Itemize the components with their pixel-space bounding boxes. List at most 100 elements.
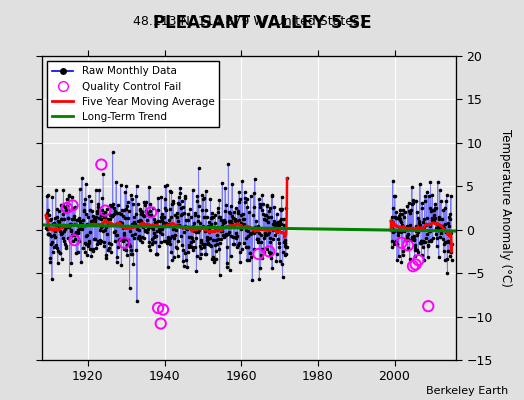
Point — [169, 200, 178, 206]
Point — [273, 222, 281, 228]
Point — [442, 238, 451, 245]
Point — [249, 229, 257, 236]
Point — [417, 239, 425, 246]
Point — [443, 256, 451, 262]
Point — [270, 223, 279, 230]
Point — [203, 234, 211, 240]
Point — [252, 228, 260, 234]
Point — [136, 216, 144, 223]
Point — [60, 228, 68, 234]
Point — [113, 232, 122, 238]
Point — [76, 217, 84, 224]
Point — [191, 212, 199, 219]
Point — [163, 235, 172, 242]
Point — [408, 236, 417, 242]
Point — [252, 217, 260, 224]
Point — [181, 222, 189, 229]
Point — [150, 234, 158, 240]
Point — [257, 239, 265, 246]
Point — [181, 250, 190, 257]
Point — [114, 244, 123, 250]
Point — [61, 243, 70, 250]
Point — [277, 194, 286, 200]
Point — [437, 198, 445, 204]
Point — [54, 247, 62, 254]
Point — [427, 208, 435, 214]
Point — [253, 235, 261, 242]
Point — [68, 232, 77, 238]
Point — [73, 227, 82, 233]
Point — [130, 219, 138, 226]
Point — [78, 175, 86, 182]
Text: PLEASANT VALLEY 5 SE: PLEASANT VALLEY 5 SE — [152, 14, 372, 32]
Point — [266, 238, 275, 245]
Point — [234, 208, 243, 214]
Point — [107, 213, 116, 219]
Point — [416, 240, 424, 246]
Point — [145, 183, 154, 190]
Point — [208, 214, 216, 220]
Point — [269, 218, 278, 224]
Point — [242, 227, 250, 234]
Title: 48.113 N, 114.879 W (United States): 48.113 N, 114.879 W (United States) — [133, 16, 365, 28]
Point — [274, 219, 282, 225]
Point — [235, 217, 243, 223]
Point — [156, 239, 165, 246]
Point — [85, 228, 94, 235]
Point — [159, 219, 167, 226]
Point — [157, 214, 165, 220]
Point — [130, 222, 139, 228]
Point — [227, 232, 236, 239]
Point — [414, 220, 423, 226]
Point — [272, 219, 280, 226]
Point — [151, 219, 159, 225]
Point — [54, 208, 63, 214]
Point — [233, 243, 241, 250]
Point — [236, 212, 245, 218]
Point — [253, 236, 261, 242]
Point — [179, 246, 188, 253]
Point — [149, 226, 157, 232]
Point — [45, 231, 53, 237]
Point — [265, 248, 274, 255]
Point — [200, 214, 208, 220]
Point — [281, 252, 289, 259]
Point — [227, 212, 236, 219]
Point — [51, 228, 59, 234]
Point — [237, 219, 246, 226]
Point — [407, 207, 415, 213]
Point — [430, 218, 438, 224]
Point — [423, 243, 432, 249]
Point — [438, 224, 446, 230]
Point — [428, 216, 436, 223]
Point — [198, 207, 206, 214]
Point — [191, 210, 199, 216]
Point — [172, 226, 180, 233]
Point — [53, 259, 62, 266]
Point — [279, 249, 287, 256]
Point — [245, 224, 254, 230]
Point — [58, 216, 66, 222]
Point — [226, 210, 234, 216]
Point — [167, 214, 175, 221]
Point — [74, 229, 83, 235]
Point — [422, 221, 431, 228]
Point — [55, 224, 63, 230]
Point — [255, 276, 264, 282]
Point — [124, 208, 133, 214]
Point — [79, 216, 87, 223]
Point — [186, 206, 194, 212]
Point — [179, 263, 188, 269]
Point — [108, 149, 117, 156]
Point — [193, 229, 202, 235]
Point — [67, 260, 75, 266]
Point — [421, 235, 430, 241]
Point — [81, 211, 90, 218]
Point — [206, 195, 215, 202]
Point — [247, 230, 255, 236]
Point — [192, 253, 201, 259]
Point — [132, 210, 140, 217]
Point — [271, 222, 279, 229]
Point — [137, 217, 145, 224]
Point — [48, 276, 56, 282]
